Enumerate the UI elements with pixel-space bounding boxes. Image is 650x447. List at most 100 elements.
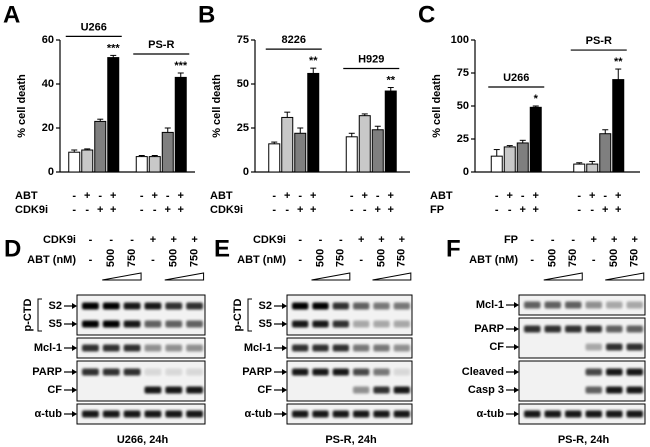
- condition-label: CDK9i: [210, 204, 243, 216]
- band-label: S5: [259, 318, 272, 330]
- bar: [384, 90, 397, 173]
- bar: [68, 151, 81, 173]
- condition-sign: -: [590, 204, 594, 216]
- condition-sign: -: [153, 204, 157, 216]
- band: [373, 320, 390, 328]
- condition-sign: -: [577, 190, 581, 202]
- y-tick-label: 0: [48, 166, 54, 178]
- sign: -: [130, 234, 134, 246]
- y-tick-label: 75: [457, 67, 469, 79]
- y-tick-label: 50: [237, 78, 249, 90]
- band: [165, 320, 183, 328]
- band: [373, 302, 390, 310]
- band: [144, 368, 162, 376]
- arrow-head: [514, 326, 519, 332]
- band: [373, 410, 390, 418]
- condition-sign: +: [615, 190, 621, 202]
- significance: **: [614, 56, 623, 68]
- bar: [294, 132, 307, 173]
- band: [186, 386, 203, 394]
- bar: [135, 156, 148, 173]
- band-label: S2: [49, 300, 62, 312]
- condition-sign: +: [533, 190, 539, 202]
- row-label: CDK9i: [43, 234, 76, 246]
- arrow-head: [72, 321, 77, 327]
- band: [186, 410, 203, 418]
- condition-sign: +: [310, 204, 316, 216]
- dose-wedge: [164, 272, 205, 281]
- bar: [599, 133, 612, 173]
- condition-sign: -: [98, 190, 102, 202]
- band: [353, 410, 370, 418]
- group-label: H929: [358, 53, 384, 65]
- arrow-head: [514, 387, 519, 393]
- band: [585, 325, 602, 333]
- dose-label: 500: [105, 249, 117, 267]
- dose-label: 750: [629, 249, 641, 267]
- band: [393, 368, 410, 376]
- band: [82, 320, 99, 328]
- dose-label: 500: [608, 249, 620, 267]
- sign: -: [359, 254, 363, 266]
- dose-wedge: [372, 272, 412, 281]
- dose-label: 500: [168, 249, 180, 267]
- significance: **: [309, 55, 318, 67]
- band: [82, 344, 99, 352]
- sign: +: [358, 234, 364, 246]
- group-label: 8226: [282, 34, 306, 46]
- band: [373, 344, 390, 352]
- band-label: Cleaved: [462, 366, 504, 378]
- condition-sign: -: [495, 204, 499, 216]
- condition-sign: +: [284, 190, 290, 202]
- bar: [573, 163, 586, 173]
- bar: [94, 120, 107, 173]
- blot-box: [518, 360, 646, 402]
- band: [144, 410, 162, 418]
- condition-sign: +: [602, 204, 608, 216]
- condition-sign: -: [350, 204, 354, 216]
- condition-sign: -: [140, 204, 144, 216]
- band: [544, 325, 561, 333]
- band: [626, 343, 643, 351]
- bar: [268, 143, 281, 173]
- panel-letter: E: [214, 235, 230, 262]
- arrow-head: [282, 369, 287, 375]
- band: [165, 410, 183, 418]
- y-axis-label: % cell death: [16, 74, 28, 138]
- panel-letter: A: [3, 1, 20, 28]
- band-group-label: p-CTD: [232, 298, 244, 331]
- panel-letter: F: [446, 235, 461, 262]
- band-label: PARP: [242, 366, 272, 378]
- condition-sign: +: [110, 190, 116, 202]
- group-label: U266: [81, 21, 107, 33]
- band: [393, 410, 410, 418]
- band: [82, 302, 99, 310]
- arrow-head: [72, 387, 77, 393]
- row-label: ABT (nM): [237, 254, 286, 266]
- band: [123, 302, 141, 310]
- panel-letter: B: [198, 1, 215, 28]
- condition-sign: -: [363, 204, 367, 216]
- y-axis-label: % cell death: [431, 74, 443, 138]
- arrow-head: [282, 303, 287, 309]
- condition-sign: +: [152, 190, 158, 202]
- band: [165, 386, 183, 394]
- band: [373, 386, 390, 394]
- sign: -: [339, 234, 343, 246]
- condition-sign: +: [589, 190, 595, 202]
- band: [186, 344, 203, 352]
- bar: [371, 129, 384, 173]
- sign: -: [319, 234, 323, 246]
- band: [82, 410, 99, 418]
- blot-box: [76, 294, 206, 336]
- condition-sign: +: [110, 204, 116, 216]
- dose-label: 750: [188, 249, 200, 267]
- band-label: Mcl-1: [244, 342, 272, 354]
- band: [565, 410, 582, 418]
- band: [332, 320, 349, 328]
- band-label: PARP: [32, 366, 62, 378]
- band: [102, 344, 120, 352]
- significance: ***: [107, 42, 121, 54]
- condition-sign: -: [521, 190, 525, 202]
